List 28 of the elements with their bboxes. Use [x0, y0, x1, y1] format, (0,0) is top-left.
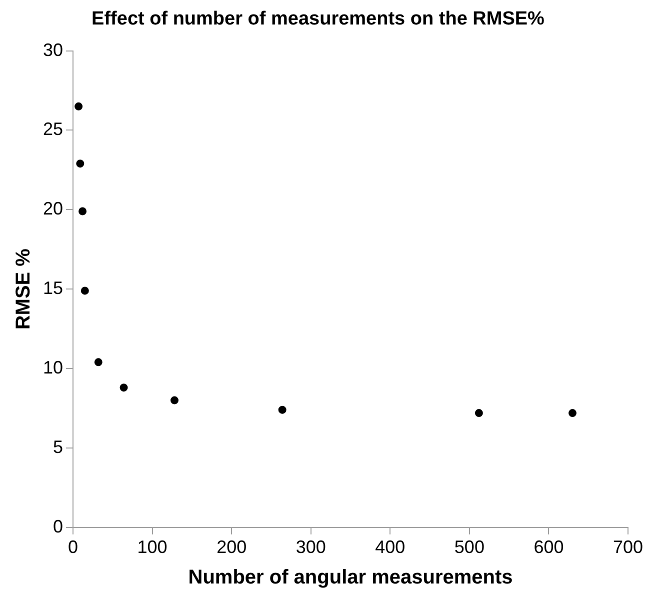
x-tick-label: 700: [612, 537, 644, 558]
point: [78, 207, 87, 216]
point: [94, 358, 102, 366]
x-tick-label: 400: [375, 537, 406, 558]
point: [76, 160, 84, 168]
x-tick-label: 200: [216, 537, 247, 558]
point: [170, 396, 179, 404]
point: [120, 384, 128, 392]
y-tick-label: 25: [42, 119, 64, 140]
x-tick-label: 0: [68, 537, 78, 558]
y-tick-label: 15: [42, 278, 64, 298]
point: [568, 409, 576, 418]
x-tick-label: 100: [137, 537, 168, 558]
x-axis-title: Number of angular measurements: [188, 566, 513, 589]
y-tick-label: 30: [42, 40, 64, 60]
x-tick-label: 600: [534, 537, 564, 558]
y-tick-label: 20: [42, 198, 64, 219]
y-tick-label: 0: [53, 516, 64, 536]
y-tick-label: 5: [53, 436, 64, 457]
point: [474, 409, 483, 418]
x-tick-label: 300: [296, 537, 326, 558]
point: [74, 102, 83, 110]
chart-title: Effect of number of measurements on the RMSE%: [92, 8, 545, 30]
point: [80, 286, 89, 295]
y-axis-title: RMSE %: [12, 248, 35, 330]
x-tick-label: 500: [454, 537, 484, 558]
y-tick-label: 10: [42, 358, 64, 378]
point: [278, 406, 286, 414]
